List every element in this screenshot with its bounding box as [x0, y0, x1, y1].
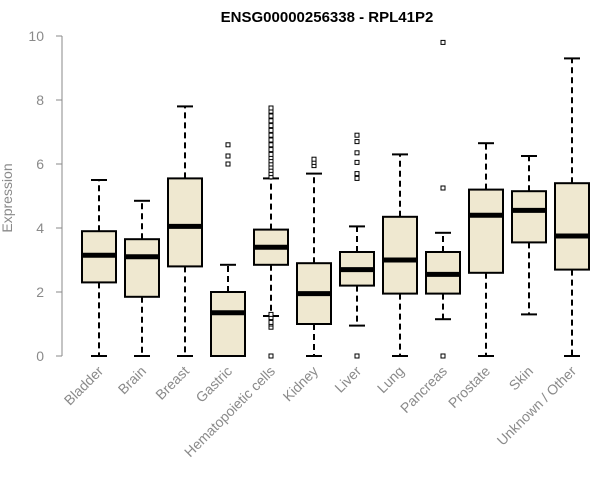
- outlier-point: [354, 139, 360, 145]
- outlier-point: [225, 153, 231, 159]
- box-iqr: [511, 190, 547, 244]
- x-tick-label: Brain: [115, 363, 149, 397]
- box-brain: [124, 199, 160, 357]
- box-skin: [511, 155, 547, 316]
- outlier-point: [268, 132, 274, 138]
- x-tick-label: Breast: [152, 363, 192, 403]
- outlier-point: [268, 113, 274, 119]
- y-tick-label: 6: [36, 156, 44, 172]
- x-tick-label: Gastric: [192, 363, 235, 406]
- outlier-point: [268, 311, 274, 317]
- box-prostate: [468, 142, 504, 357]
- box-iqr: [468, 188, 504, 274]
- box-bladder: [81, 179, 117, 357]
- outlier-point: [354, 132, 360, 138]
- y-tick-label: 8: [36, 92, 44, 108]
- box-iqr: [124, 238, 160, 298]
- outlier-point: [354, 159, 360, 165]
- y-tick-label: 10: [28, 28, 44, 44]
- x-tick-label: Liver: [331, 363, 364, 396]
- outlier-point: [268, 118, 274, 124]
- outlier-point: [268, 147, 274, 153]
- box-lung: [382, 153, 418, 357]
- x-tick-label: Lung: [374, 363, 407, 396]
- y-tick-label: 4: [36, 220, 44, 236]
- box-kidney: [296, 156, 332, 357]
- y-tick-label: 0: [36, 348, 44, 364]
- box-iqr: [554, 182, 590, 271]
- outlier-point: [440, 185, 446, 191]
- x-tick-label: Pancreas: [397, 363, 450, 416]
- outlier-point: [354, 175, 360, 181]
- outlier-point: [225, 161, 231, 167]
- x-tick-label: Bladder: [61, 363, 107, 409]
- x-tick-label: Kidney: [280, 363, 322, 405]
- outlier-point: [268, 127, 274, 133]
- box-breast: [167, 105, 203, 357]
- outlier-point: [354, 171, 360, 177]
- outlier-point: [225, 142, 231, 148]
- box-iqr: [382, 215, 418, 295]
- outlier-point: [440, 39, 446, 45]
- outlier-point: [354, 353, 360, 359]
- box-iqr: [167, 177, 203, 268]
- box-pancreas: [425, 39, 461, 359]
- outlier-point: [268, 319, 274, 325]
- outlier-point: [354, 150, 360, 156]
- box-iqr: [210, 291, 246, 357]
- x-tick-label: Prostate: [445, 363, 493, 411]
- outlier-point: [268, 151, 274, 157]
- y-axis-ticks: 0 2 4 6 8 10: [28, 28, 62, 364]
- outlier-point: [268, 142, 274, 148]
- box-gastric: [210, 142, 246, 357]
- box-hematopoietic-cells: [253, 105, 289, 359]
- x-tick-label: Unknown / Other: [494, 363, 580, 449]
- outlier-point: [268, 137, 274, 143]
- outlier-point: [268, 105, 274, 111]
- outlier-point: [311, 156, 317, 162]
- chart-title: ENSG00000256338 - RPL41P2: [221, 9, 434, 26]
- outlier-point: [268, 353, 274, 359]
- y-tick-label: 2: [36, 284, 44, 300]
- box-unknown-other: [554, 57, 590, 357]
- outlier-point: [268, 123, 274, 129]
- x-tick-label: Skin: [506, 363, 537, 394]
- y-axis-label: Expression: [0, 163, 15, 232]
- boxes-group: [81, 39, 590, 359]
- outlier-point: [440, 353, 446, 359]
- box-liver: [339, 132, 375, 359]
